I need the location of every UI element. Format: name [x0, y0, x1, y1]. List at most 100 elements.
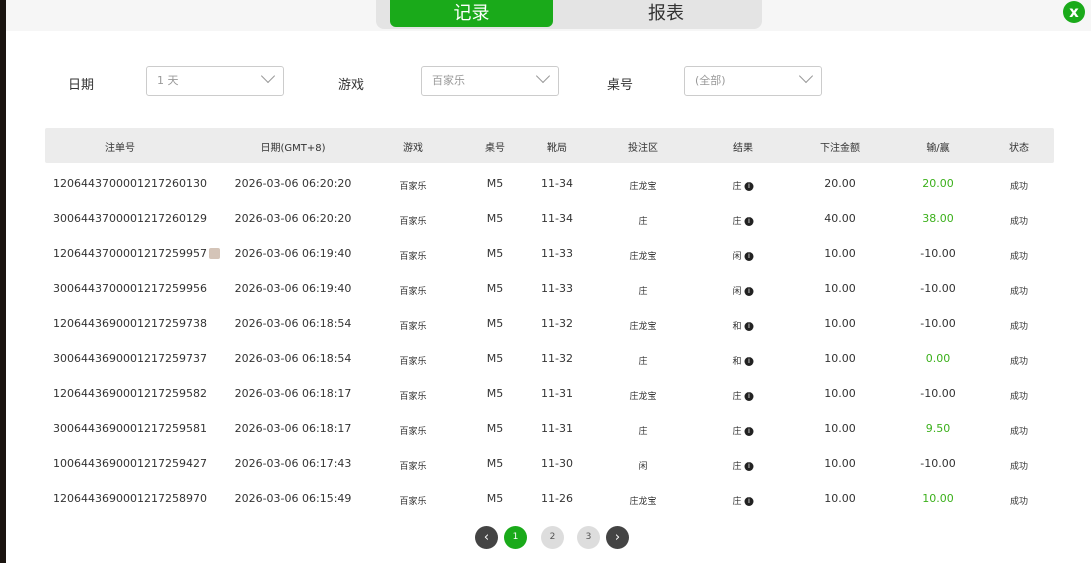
column-header: 投注区 [628, 143, 658, 154]
cell-game: 百家乐 [399, 354, 426, 367]
info-icon[interactable]: i [744, 497, 754, 506]
winloss-text: 9.50 [925, 422, 951, 435]
cell-game: 百家乐 [399, 459, 426, 472]
date-select[interactable]: 1 天 [146, 66, 284, 96]
game-text: 百家乐 [399, 252, 427, 262]
cell-date: 2026-03-06 06:19:40 [235, 247, 352, 260]
date-text: 2026-03-06 06:20:20 [234, 177, 352, 190]
result-text: 和 [732, 322, 742, 332]
cell-table: M5 [487, 492, 504, 505]
info-icon[interactable]: i [744, 357, 754, 366]
game-text: 百家乐 [399, 357, 427, 367]
cell-game: 百家乐 [399, 319, 426, 332]
cell-area: 庄 [638, 214, 647, 227]
column-header: 注单号 [105, 143, 135, 154]
copy-icon[interactable] [208, 248, 220, 259]
page-2-button[interactable]: 2 [541, 526, 564, 549]
cell-table: M5 [487, 247, 504, 260]
chevron-down-icon [798, 68, 814, 84]
date-text: 2026-03-06 06:18:17 [234, 422, 352, 435]
amount-text: 10.00 [824, 282, 856, 295]
area-text: 庄龙宝 [629, 252, 657, 262]
chevron-down-icon [535, 68, 551, 84]
info-icon[interactable]: i [744, 322, 754, 331]
cell-winloss: -10.00 [920, 387, 955, 400]
bet-id-text: 1006443690001217259427 [53, 457, 207, 470]
info-icon[interactable]: i [744, 462, 754, 471]
shoe-text: 11-31 [541, 422, 573, 435]
cell-shoe: 11-33 [541, 282, 573, 295]
cell-shoe: 11-34 [541, 212, 573, 225]
cell-area: 闲 [638, 459, 647, 472]
cell-amount: 10.00 [824, 352, 856, 365]
cell-area: 庄 [638, 354, 647, 367]
tab-records[interactable]: 记录 [390, 0, 553, 27]
cell-winloss: 10.00 [922, 492, 954, 505]
date-label: 日期 [68, 78, 95, 93]
page-3-button[interactable]: 3 [577, 526, 600, 549]
date-text: 2026-03-06 06:20:20 [234, 212, 352, 225]
table-row: 3006443700001217259956 2026-03-06 06:19:4… [45, 271, 1054, 306]
area-text: 庄 [638, 357, 648, 367]
close-button[interactable]: x [1063, 1, 1085, 23]
cell-table: M5 [487, 422, 504, 435]
info-icon[interactable]: i [744, 287, 754, 296]
column-header: 日期(GMT+8) [260, 143, 326, 154]
result-text: 庄 [732, 427, 742, 437]
info-icon[interactable]: i [744, 252, 754, 261]
info-icon[interactable]: i [744, 217, 754, 226]
date-text: 2026-03-06 06:15:49 [234, 492, 352, 505]
area-text: 庄龙宝 [629, 497, 657, 507]
cell-amount: 40.00 [824, 212, 856, 225]
cell-status: 成功 [1010, 214, 1028, 227]
status-text: 成功 [1009, 357, 1029, 367]
cell-table: M5 [487, 212, 504, 225]
table-text: M5 [486, 212, 504, 225]
date-text: 2026-03-06 06:19:40 [234, 282, 352, 295]
column-header: 靴局 [547, 143, 567, 154]
info-icon[interactable]: i [744, 182, 754, 191]
bet-id-text: 1206443700001217260130 [53, 177, 207, 190]
result-text: 庄 [732, 217, 742, 227]
amount-text: 10.00 [824, 247, 856, 260]
cell-amount: 10.00 [824, 422, 856, 435]
column-header: 结果 [733, 143, 753, 154]
winloss-text: -10.00 [920, 457, 956, 470]
bet-id: 3006443690001217259581 [53, 422, 207, 435]
info-icon[interactable]: i [744, 427, 754, 436]
cell-date: 2026-03-06 06:18:17 [235, 387, 352, 400]
game-select[interactable]: 百家乐 [421, 66, 559, 96]
cell-table: M5 [487, 352, 504, 365]
cell-shoe: 11-30 [541, 457, 573, 470]
table-select[interactable]: (全部) [684, 66, 822, 96]
result-text: 闲 [732, 252, 742, 262]
amount-text: 20.00 [824, 177, 856, 190]
status-text: 成功 [1009, 497, 1029, 507]
status-text: 成功 [1009, 217, 1029, 227]
cell-date: 2026-03-06 06:18:54 [235, 352, 352, 365]
prev-page-button[interactable]: ‹ [475, 526, 498, 549]
amount-text: 10.00 [824, 492, 856, 505]
cell-amount: 10.00 [824, 492, 856, 505]
cell-game: 百家乐 [399, 179, 426, 192]
page-1-button[interactable]: 1 [504, 526, 527, 549]
cell-winloss: 9.50 [926, 422, 951, 435]
status-text: 成功 [1009, 427, 1029, 437]
table-row: 1206443690001217259738 2026-03-06 06:18:5… [45, 306, 1054, 341]
amount-text: 10.00 [824, 387, 856, 400]
next-page-button[interactable]: › [606, 526, 629, 549]
game-label: 游戏 [338, 78, 365, 93]
table-text: M5 [486, 282, 504, 295]
amount-text: 10.00 [824, 352, 856, 365]
tab-report[interactable]: 报表 [648, 3, 684, 24]
amount-text: 10.00 [824, 317, 856, 330]
amount-text: 10.00 [824, 422, 856, 435]
info-icon[interactable]: i [744, 392, 754, 401]
bet-id: 1206443700001217259957 [53, 247, 220, 260]
game-text: 百家乐 [399, 287, 427, 297]
